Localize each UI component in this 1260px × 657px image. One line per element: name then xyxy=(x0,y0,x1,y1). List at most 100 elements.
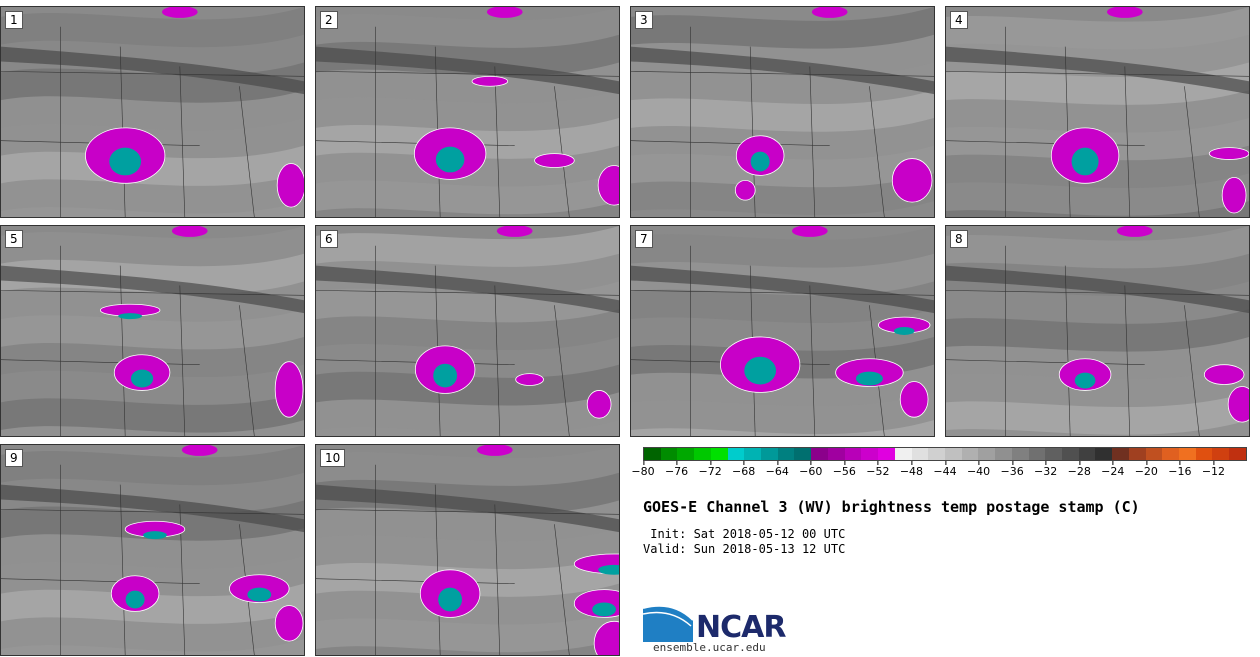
state-border xyxy=(434,484,441,655)
valid-time: Valid: Sun 2018-05-13 12 UTC xyxy=(643,542,846,556)
gray-band xyxy=(631,173,934,217)
cold-cloud-top xyxy=(496,226,533,237)
colorbar-tick-label: −28 xyxy=(1067,461,1091,478)
state-border xyxy=(1124,66,1131,217)
init-time: Init: Sat 2018-05-12 00 UTC xyxy=(643,527,846,541)
member-label: 7 xyxy=(635,230,653,248)
coldest-core xyxy=(438,587,463,612)
colorbar-tick-label: −52 xyxy=(866,461,890,478)
colorbar-tick-label: −64 xyxy=(765,461,789,478)
state-border xyxy=(1064,265,1071,436)
wv-map-4 xyxy=(946,7,1249,217)
colorbar-swatch xyxy=(827,448,845,460)
gray-band xyxy=(316,173,619,217)
gray-band xyxy=(316,639,619,655)
gray-band xyxy=(1,392,304,436)
convective-cloud xyxy=(274,605,304,642)
gray-band xyxy=(1,201,304,217)
state-border xyxy=(554,305,570,436)
colorbar-swatch xyxy=(1162,448,1179,460)
state-border xyxy=(316,290,619,296)
ncar-logo-icon xyxy=(643,604,694,642)
wv-map-1 xyxy=(1,7,304,217)
wv-map-8 xyxy=(946,226,1249,436)
convective-cloud xyxy=(1203,364,1245,385)
state-border xyxy=(1,578,200,584)
dry-band xyxy=(946,265,1249,314)
coldest-core xyxy=(435,146,465,173)
state-border xyxy=(179,285,186,436)
state-border xyxy=(316,509,619,515)
colorbar-tick-label: −48 xyxy=(899,461,924,478)
colorbar-swatch xyxy=(811,448,828,460)
cold-cloud-top xyxy=(161,7,198,18)
colorbar-swatch xyxy=(777,448,795,460)
convective-cloud xyxy=(1227,386,1249,423)
colorbar-swatch xyxy=(644,448,661,460)
cold-cloud-top xyxy=(1106,7,1143,18)
cold-cloud-top xyxy=(476,445,513,456)
gray-band xyxy=(631,201,934,217)
state-border xyxy=(1,509,304,515)
dry-band xyxy=(631,46,934,95)
wv-map-10 xyxy=(316,445,619,655)
member-label: 9 xyxy=(5,449,23,467)
member-panel-2: 2 xyxy=(315,6,620,218)
colorbar-swatch xyxy=(944,448,962,460)
gray-band xyxy=(631,420,934,436)
convective-cloud xyxy=(593,620,619,655)
colorbar-swatch xyxy=(978,448,996,460)
colorbar-swatch xyxy=(1028,448,1046,460)
state-border xyxy=(809,285,816,436)
colorbar-tick-label: −80 xyxy=(631,461,655,478)
colorbar-swatch xyxy=(1212,448,1230,460)
state-border xyxy=(1184,86,1200,217)
colorbar-tick-label: −24 xyxy=(1101,461,1125,478)
gray-band xyxy=(946,173,1249,217)
colorbar xyxy=(643,447,1247,461)
colorbar-tick-label: −44 xyxy=(933,461,957,478)
state-border xyxy=(239,305,255,436)
gray-band xyxy=(316,420,619,436)
state-border xyxy=(631,290,934,296)
coldest-core xyxy=(598,564,619,575)
state-border xyxy=(946,71,1249,77)
gray-band xyxy=(946,201,1249,217)
colorbar-swatch xyxy=(894,448,912,460)
member-panel-4: 4 xyxy=(945,6,1250,218)
cold-cloud-top xyxy=(791,226,828,237)
cold-cloud-top xyxy=(486,7,523,18)
state-border xyxy=(1124,285,1131,436)
colorbar-swatch xyxy=(794,448,812,460)
state-border xyxy=(631,140,830,146)
coldest-core xyxy=(125,590,145,609)
coldest-core xyxy=(118,313,143,320)
convective-cloud xyxy=(471,75,509,87)
colorbar-swatch xyxy=(1011,448,1029,460)
member-label: 10 xyxy=(320,449,346,467)
member-label: 8 xyxy=(950,230,968,248)
wv-map-2 xyxy=(316,7,619,217)
member-panel-5: 5 xyxy=(0,225,305,437)
colorbar-swatch xyxy=(1045,448,1062,460)
cold-cloud-top xyxy=(1116,226,1153,237)
ncar-logo-text: NCAR xyxy=(696,610,786,645)
convective-cloud xyxy=(891,158,933,203)
colorbar-swatch xyxy=(1112,448,1129,460)
colorbar-tick-label: −32 xyxy=(1034,461,1058,478)
coldest-core xyxy=(592,602,617,617)
wv-map-9 xyxy=(1,445,304,655)
colorbar-swatch xyxy=(1195,448,1213,460)
member-label: 1 xyxy=(5,11,23,29)
gray-band xyxy=(316,201,619,217)
convective-cloud xyxy=(597,165,619,206)
member-panel-8: 8 xyxy=(945,225,1250,437)
colorbar-tick-label: −72 xyxy=(698,461,722,478)
dry-band xyxy=(1,46,304,95)
dry-band xyxy=(316,484,619,533)
colorbar-tick-label: −76 xyxy=(664,461,689,478)
coldest-core xyxy=(855,371,883,386)
dry-band xyxy=(946,46,1249,95)
member-label: 4 xyxy=(950,11,968,29)
dry-band xyxy=(1,265,304,314)
